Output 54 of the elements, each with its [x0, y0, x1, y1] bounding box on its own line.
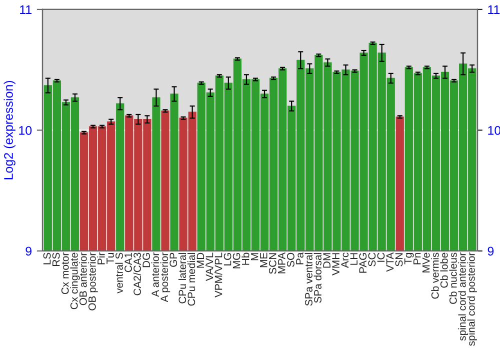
x-tick-label: MD	[196, 252, 204, 268]
x-tick-label: LS	[43, 252, 51, 264]
x-tick-label: Tg	[404, 253, 414, 264]
x-tick-label: CA2/CA3	[133, 252, 141, 296]
x-tick-label: LG	[224, 253, 232, 266]
x-tick-label: ME	[260, 252, 268, 268]
x-tick-label: A posterior	[160, 252, 170, 302]
x-tick-label: Cx cingulate	[70, 252, 80, 310]
x-tick-label: IC	[377, 252, 385, 262]
y2-tick-label: 11	[488, 5, 500, 14]
x-tick-label: Cb vermis	[431, 252, 439, 299]
x-tick-label: PAG	[359, 253, 367, 273]
x-tick-label: VPM/VPL	[214, 252, 222, 298]
x-tick-label: spinal cord anterior	[458, 252, 468, 341]
x-tick-label: CA1	[124, 252, 132, 272]
y-tick-label: 11	[20, 5, 32, 14]
x-tick-label: A anterior	[151, 252, 160, 297]
x-tick-label: Tu	[106, 253, 114, 264]
x-tick-label: DM	[323, 253, 330, 268]
x-tick-label: Pa	[296, 252, 304, 264]
x-tick-label: M	[251, 253, 258, 260]
x-tick-label: SO	[287, 252, 294, 267]
x-tick-label: RS	[52, 252, 60, 266]
y-axis-title: Log2 (expression)	[4, 80, 16, 180]
x-tick-label: VMH	[332, 253, 340, 276]
x-tick-label: OB posterior	[88, 252, 98, 310]
x-tick-label: OB anterior	[79, 252, 87, 306]
x-tick-label: MPA	[278, 252, 286, 274]
x-tick-label: MG	[232, 253, 240, 268]
x-tick-label: LH	[350, 253, 358, 265]
x-tick-label: SC	[368, 252, 376, 266]
x-tick-label: GP	[170, 252, 178, 267]
x-tick-label: Pir	[97, 252, 105, 264]
x-tick-label: MVe	[422, 252, 430, 272]
x-tick-label: Pn	[413, 253, 421, 264]
y-tick-label: 10	[19, 126, 32, 135]
x-tick-label: VA/VL	[206, 252, 214, 282]
x-tick-label: VTA	[386, 252, 394, 272]
x-tick-label: Cb nucleus	[449, 252, 457, 304]
x-tick-label: Cx motor	[61, 252, 69, 294]
x-tick-label: Arc	[341, 252, 349, 268]
x-tick-label: SPa ventral	[304, 253, 312, 306]
y-tick-label: 9	[26, 246, 32, 256]
x-tick-label: ventral S	[115, 252, 123, 294]
y2-tick-label: 9	[488, 246, 494, 256]
x-tick-label: spinal cord posterior	[467, 252, 477, 346]
x-tick-label: CPu medial	[187, 253, 196, 306]
x-tick-label: SCN	[268, 253, 276, 274]
x-tick-label: SPa dorsal	[314, 253, 322, 303]
x-tick-label: Cb lobe	[440, 252, 448, 288]
x-tick-label: SN	[395, 253, 403, 266]
x-tick-label: DG	[142, 253, 150, 268]
x-tick-label: Hb	[242, 252, 250, 265]
x-tick-label: CPu lateral	[178, 253, 186, 304]
